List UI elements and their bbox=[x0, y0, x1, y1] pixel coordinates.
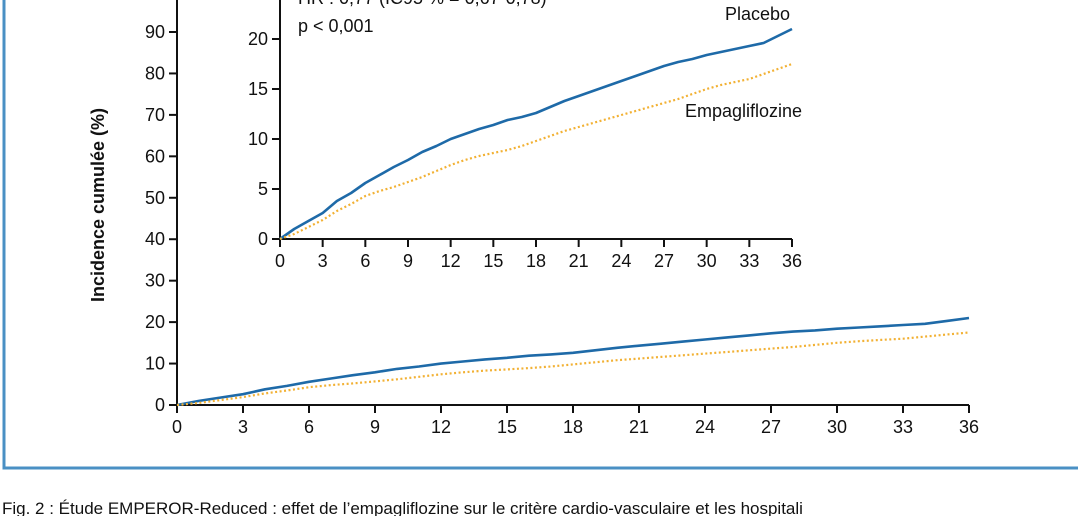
main-y-tick-label: 20 bbox=[145, 312, 165, 332]
main-series-placebo-line bbox=[176, 316, 970, 407]
main-x-tick-label: 12 bbox=[431, 417, 451, 437]
inset-x-tick-label: 24 bbox=[611, 251, 631, 271]
inset-y-tick-label: 0 bbox=[258, 229, 268, 249]
p-value-annotation: p < 0,001 bbox=[298, 16, 374, 36]
y-axis-label: Incidence cumulée (%) bbox=[88, 108, 108, 302]
main-y-tick-label: 70 bbox=[145, 105, 165, 125]
inset-series-empagliflozine-line bbox=[279, 62, 793, 241]
inset-y-tick-label: 20 bbox=[248, 29, 268, 49]
main-y-tick-label: 60 bbox=[145, 146, 165, 166]
inset-y-tick-label: 15 bbox=[248, 79, 268, 99]
main-x-tick-label: 21 bbox=[629, 417, 649, 437]
main-y-tick-label: 10 bbox=[145, 354, 165, 374]
inset-x-tick-label: 27 bbox=[654, 251, 674, 271]
inset-x-tick-label: 21 bbox=[569, 251, 589, 271]
inset-x-tick-label: 0 bbox=[275, 251, 285, 271]
empagliflozine-label: Empagliflozine bbox=[685, 101, 802, 121]
inset-x-tick-label: 3 bbox=[318, 251, 328, 271]
main-y-tick-label: 50 bbox=[145, 188, 165, 208]
figure-caption: Fig. 2 : Étude EMPEROR-Reduced : effet d… bbox=[2, 499, 803, 516]
main-y-tick-label: 80 bbox=[145, 63, 165, 83]
main-x-tick-label: 36 bbox=[959, 417, 979, 437]
inset-x-tick-label: 12 bbox=[441, 251, 461, 271]
main-y-tick-label: 0 bbox=[155, 395, 165, 415]
main-x-tick-label: 27 bbox=[761, 417, 781, 437]
inset-x-tick-label: 18 bbox=[526, 251, 546, 271]
main-x-tick-label: 24 bbox=[695, 417, 715, 437]
main-x-tick-label: 18 bbox=[563, 417, 583, 437]
inset-x-tick-label: 36 bbox=[782, 251, 802, 271]
main-x-tick-label: 30 bbox=[827, 417, 847, 437]
placebo-label: Placebo bbox=[725, 4, 790, 24]
main-x-tick-label: 9 bbox=[370, 417, 380, 437]
inset-x-tick-label: 9 bbox=[403, 251, 413, 271]
main-x-tick-label: 3 bbox=[238, 417, 248, 437]
main-chart-series bbox=[176, 316, 970, 407]
inset-x-tick-label: 6 bbox=[360, 251, 370, 271]
frame-border bbox=[2, 0, 1078, 470]
main-y-tick-label: 30 bbox=[145, 271, 165, 291]
main-y-tick-label: 40 bbox=[145, 229, 165, 249]
main-series-empagliflozine-line bbox=[176, 331, 970, 407]
main-x-tick-label: 15 bbox=[497, 417, 517, 437]
inset-x-tick-label: 33 bbox=[739, 251, 759, 271]
inset-y-tick-label: 5 bbox=[258, 179, 268, 199]
inset-series-placebo-line bbox=[279, 27, 793, 241]
inset-x-tick-label: 30 bbox=[697, 251, 717, 271]
inset-background bbox=[262, 0, 822, 268]
main-x-tick-label: 33 bbox=[893, 417, 913, 437]
inset-y-tick-label: 10 bbox=[248, 129, 268, 149]
main-x-tick-label: 0 bbox=[172, 417, 182, 437]
inset-chart-series bbox=[279, 27, 793, 241]
inset-x-tick-label: 15 bbox=[483, 251, 503, 271]
main-y-tick-label: 90 bbox=[145, 22, 165, 42]
main-x-tick-label: 6 bbox=[304, 417, 314, 437]
hazard-ratio-annotation: HR : 0,77 (IC95 % = 0,67-0,78) bbox=[298, 0, 547, 8]
